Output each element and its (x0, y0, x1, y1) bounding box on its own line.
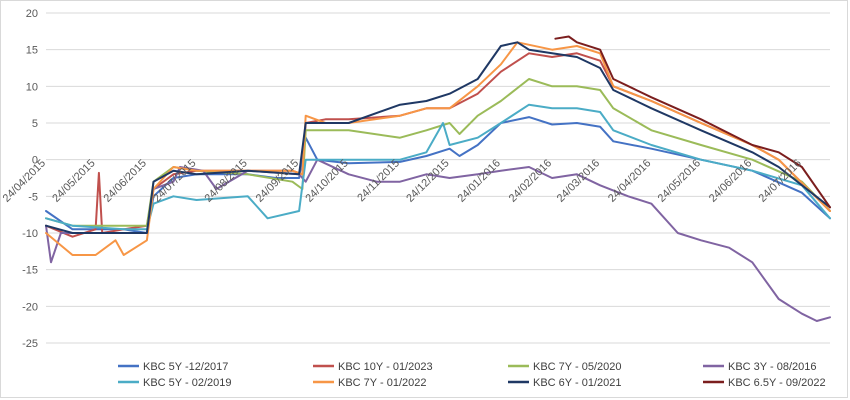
x-tick-label: 24/03/2016 (555, 157, 602, 204)
legend: KBC 5Y -12/2017 KBC 10Y - 01/2023 KBC 7Y -… (118, 361, 826, 389)
y-tick-label: 20 (26, 8, 38, 20)
x-tick-label: 24/07/2015 (151, 157, 198, 204)
y-tick-label: 0 (32, 155, 38, 167)
y-tick-label: -20 (22, 301, 38, 313)
legend-item: KBC 6Y - 01/2021 (508, 377, 621, 389)
y-axis-ticks: 20 15 10 5 0 -5 -10 -15 -20 -25 (22, 8, 38, 350)
legend-label: KBC 5Y -12/2017 (143, 361, 228, 373)
x-tick-label: 24/04/2015 (1, 157, 48, 204)
legend-item: KBC 7Y - 05/2020 (508, 361, 621, 373)
legend-label: KBC 5Y - 02/2019 (143, 377, 231, 389)
series-line (45, 103, 831, 231)
y-tick-label: 5 (32, 118, 38, 130)
y-tick-label: 15 (26, 45, 38, 57)
series-line (554, 35, 831, 209)
legend-label: KBC 3Y - 08/2016 (728, 361, 816, 373)
x-tick-label: 24/12/2015 (404, 157, 451, 204)
legend-label: KBC 7Y - 05/2020 (533, 361, 621, 373)
x-tick-label: 24/05/2015 (50, 157, 97, 204)
y-tick-label: -25 (22, 338, 38, 350)
series-line (45, 158, 831, 322)
legend-item: KBC 5Y -12/2017 (118, 361, 228, 373)
y-tick-label: -10 (22, 228, 38, 240)
legend-label: KBC 7Y - 01/2022 (338, 377, 426, 389)
y-tick-label: 10 (26, 81, 38, 93)
x-tick-label: 24/09/2015 (254, 157, 301, 204)
legend-item: KBC 3Y - 08/2016 (703, 361, 816, 373)
x-tick-label: 24/06/2015 (102, 157, 149, 204)
legend-label: KBC 6.5Y - 09/2022 (728, 377, 826, 389)
legend-label: KBC 10Y - 01/2023 (338, 361, 433, 373)
legend-item: KBC 10Y - 01/2023 (313, 361, 433, 373)
y-tick-label: -5 (28, 191, 38, 203)
y-tick-label: -15 (22, 265, 38, 277)
legend-item: KBC 5Y - 02/2019 (118, 377, 231, 389)
series-lines (45, 35, 831, 322)
x-tick-label: 24/06/2016 (707, 157, 754, 204)
legend-label: KBC 6Y - 01/2021 (533, 377, 621, 389)
x-tick-label: 24/02/2016 (507, 157, 554, 204)
series-line (45, 78, 831, 227)
legend-item: KBC 7Y - 01/2022 (313, 377, 426, 389)
series-line (45, 52, 831, 238)
series-line (45, 41, 831, 234)
series-line (45, 41, 831, 256)
x-tick-label: 24/05/2016 (656, 157, 703, 204)
x-tick-label: 24/01/2016 (456, 157, 503, 204)
legend-item: KBC 6.5Y - 09/2022 (703, 377, 826, 389)
